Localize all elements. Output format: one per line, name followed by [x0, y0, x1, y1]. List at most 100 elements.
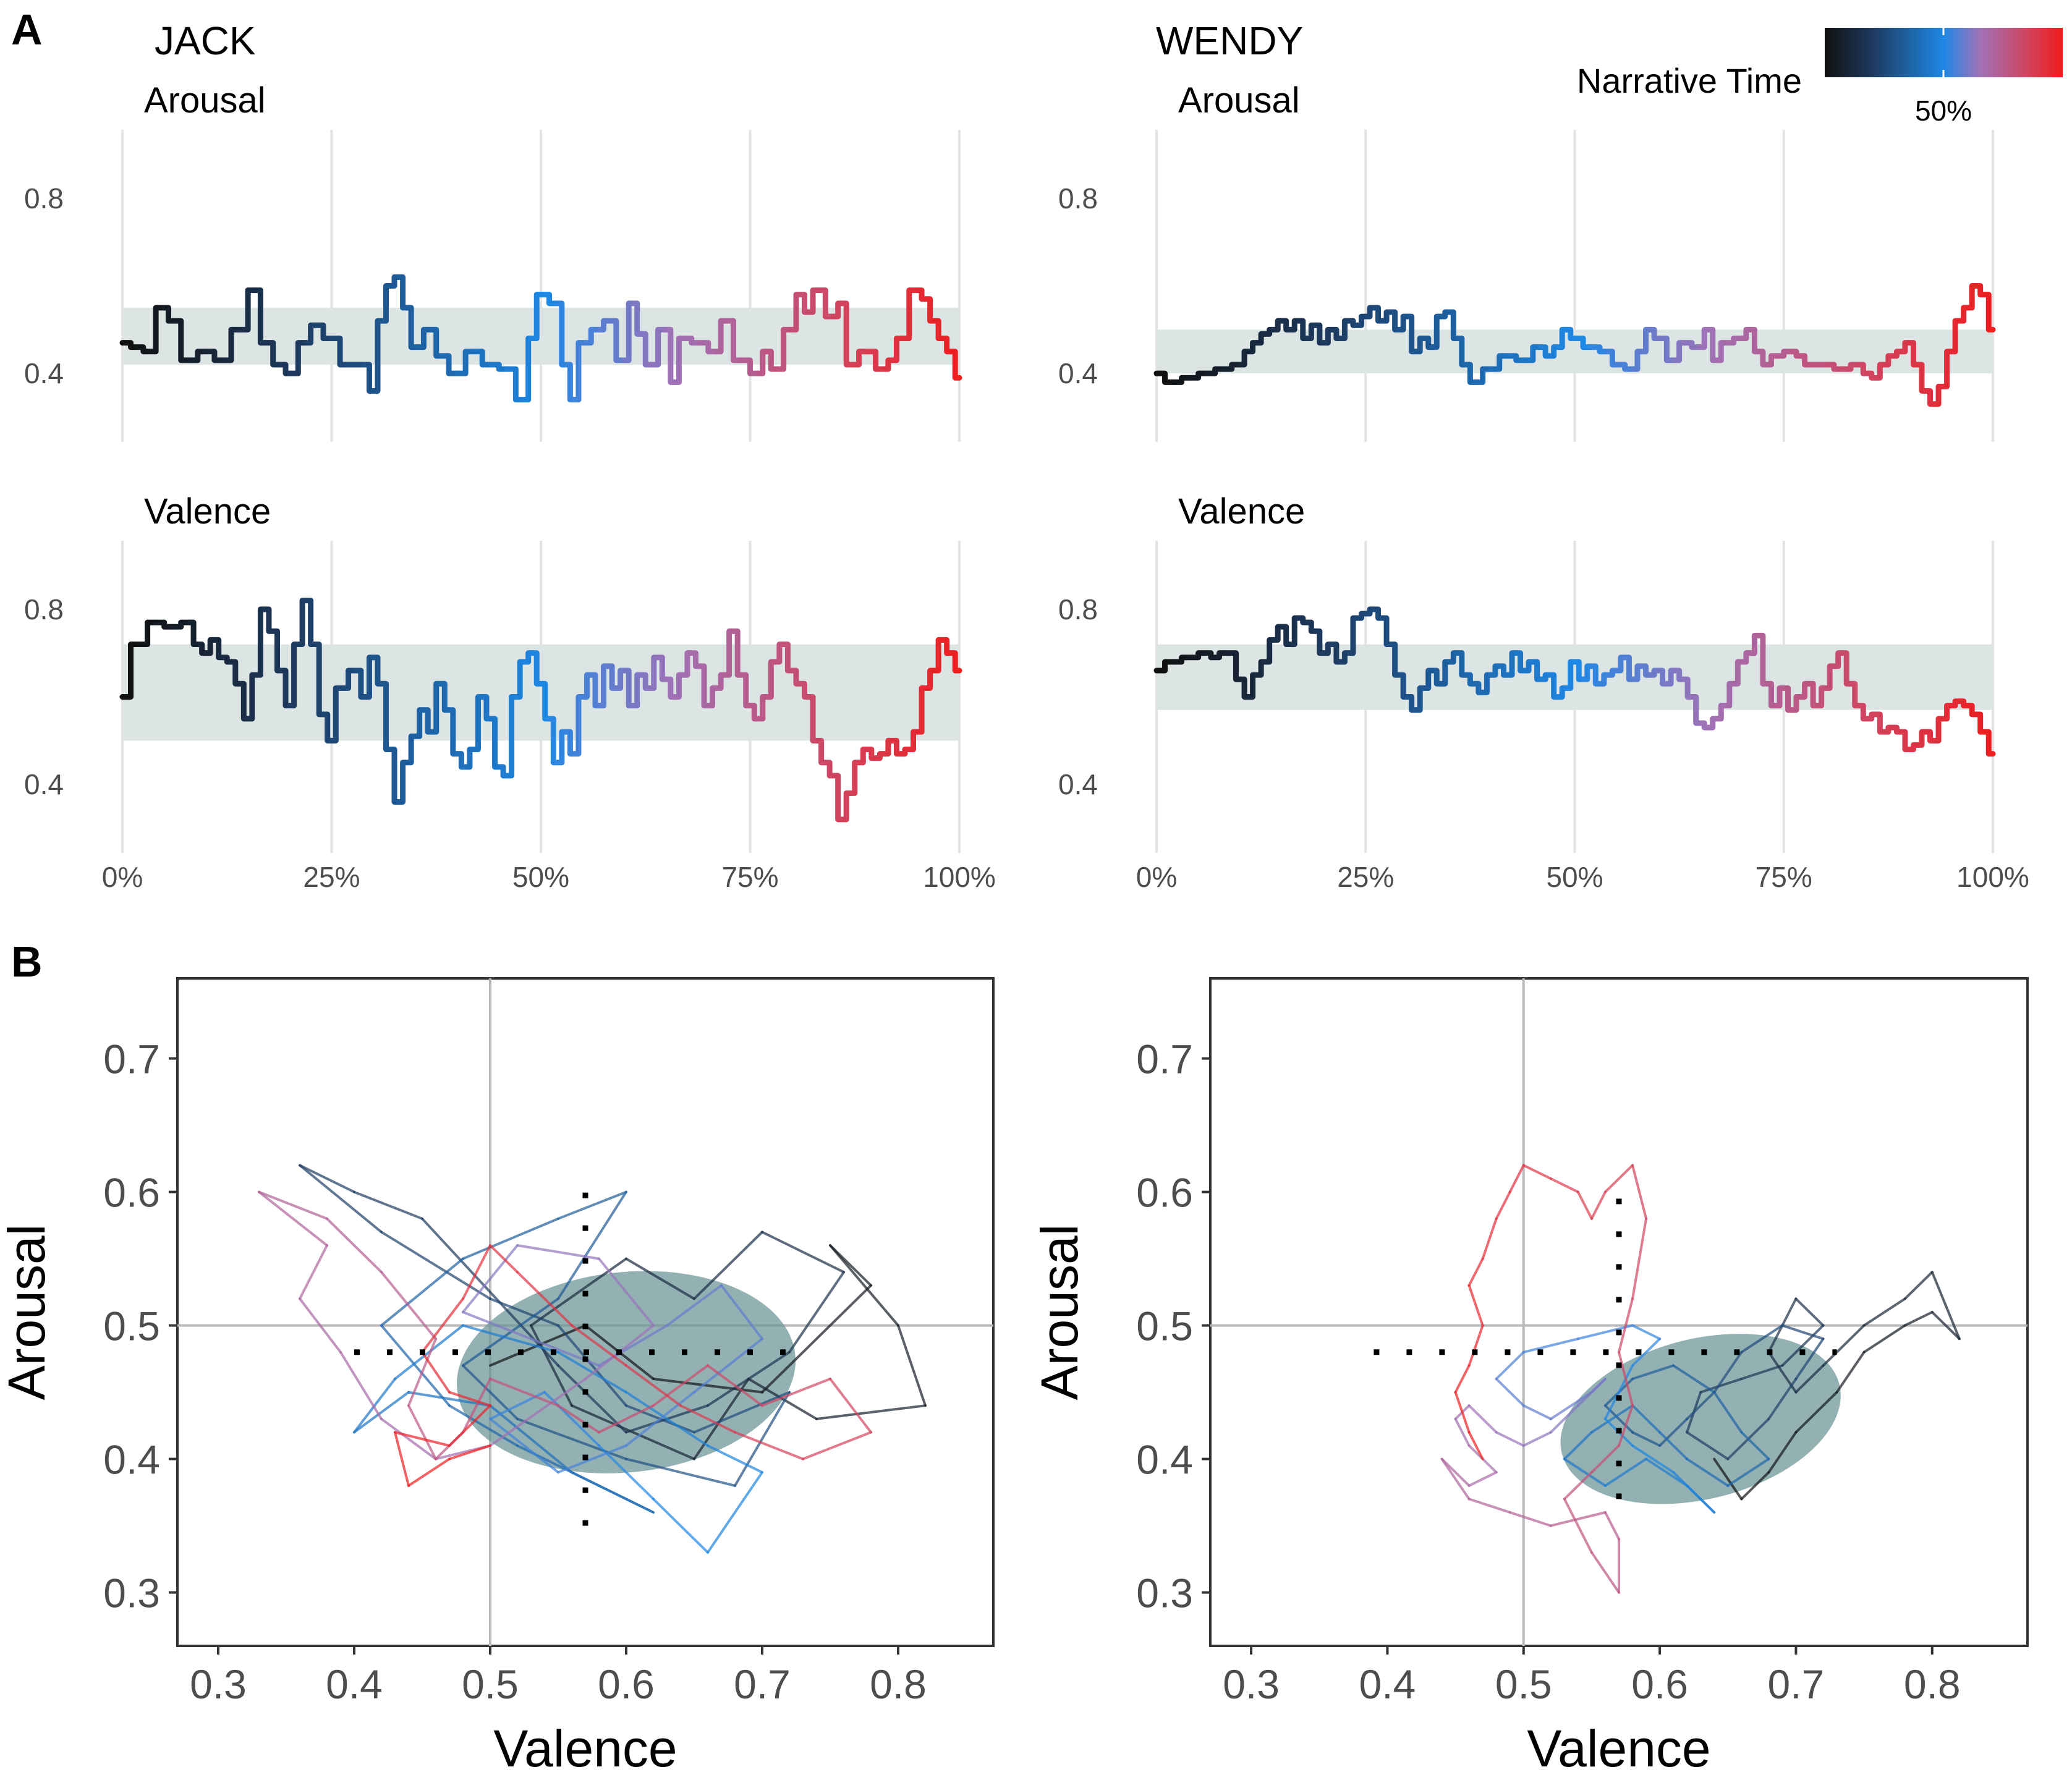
trajectory-segment [571, 1471, 655, 1514]
trajectory-segment [707, 1350, 791, 1407]
series-segment [1898, 729, 1913, 752]
trajectory-segment [462, 1378, 491, 1434]
x-tick-label: 0% [102, 861, 143, 893]
trajectory-segment [299, 1164, 383, 1234]
series-segment [1873, 711, 1887, 735]
trajectory-segment [1454, 1417, 1471, 1447]
y-tick-label: 0.4 [24, 768, 64, 800]
trajectory-segment [1576, 1324, 1634, 1341]
series-segment [219, 326, 243, 363]
trajectory-segment [299, 1164, 355, 1193]
series-segment [287, 340, 310, 376]
facet-label: Arousal [1178, 80, 1300, 121]
trajectory-segment [734, 1391, 791, 1487]
series-segment [772, 326, 795, 372]
trajectory-segment [1903, 1271, 1934, 1300]
trajectory-segment [489, 1244, 519, 1274]
trajectory-segment [1740, 1471, 1770, 1501]
trajectory-segment [815, 1404, 927, 1420]
trajectory-segment [1794, 1364, 1825, 1394]
trajectory-segment [829, 1378, 872, 1434]
legend-tick-label: 50% [1915, 95, 1972, 127]
series-segment [1772, 349, 1795, 359]
trajectory-segment [679, 1404, 736, 1434]
trajectory-segment [1549, 1177, 1579, 1193]
charts-container: Arousal 0.4 0.8 Valence 0.4 0.8 0% 25% 50% 75% 100… [0, 80, 2029, 1778]
trajectory-segment [1495, 1350, 1525, 1380]
trajectory-segment [1672, 1364, 1716, 1394]
trajectory-segment [802, 1431, 872, 1460]
trajectory-segment [625, 1457, 736, 1487]
series-segment [839, 790, 854, 823]
trajectory-segment [761, 1231, 845, 1274]
series-segment [462, 747, 477, 770]
trajectory-segment [1508, 1164, 1525, 1193]
x-tick-label: 100% [1956, 861, 2029, 893]
series-segment [739, 357, 762, 376]
series-segment [153, 619, 176, 630]
y-tick-label: 0.7 [1136, 1036, 1193, 1082]
series-segment [831, 773, 845, 823]
trajectory-segment [407, 1337, 437, 1407]
series-segment [605, 318, 627, 363]
y-tick-label: 0.4 [103, 1437, 160, 1483]
trajectory-segment [625, 1391, 695, 1447]
trajectory-segment [598, 1257, 655, 1327]
trajectory-segment [1576, 1378, 1607, 1407]
x-tick-label: 0.4 [1359, 1661, 1416, 1707]
trajectory-segment [1549, 1404, 1579, 1434]
trajectory-segment [407, 1457, 451, 1487]
line-facet-jack-arousal: Arousal 0.4 0.8 [24, 80, 962, 442]
y-tick-label: 0.4 [1136, 1437, 1193, 1483]
y-tick-label: 0.6 [103, 1170, 160, 1216]
trajectory-segment [1522, 1164, 1552, 1180]
series-segment [722, 318, 745, 363]
facet-label: Valence [144, 491, 271, 532]
facet-label: Valence [1178, 491, 1305, 532]
trajectory-segment [489, 1378, 587, 1447]
trajectory-segment [1603, 1164, 1634, 1193]
trajectory-segment [1699, 1378, 1743, 1394]
title-jack: JACK [155, 19, 256, 63]
trajectory-segment [1726, 1457, 1770, 1487]
trajectory-segment [1495, 1378, 1525, 1407]
trajectory-segment [462, 1217, 559, 1260]
trajectory-segment [407, 1404, 437, 1460]
x-tick-label: 0.7 [1768, 1661, 1825, 1707]
trajectory-segment [1618, 1350, 1634, 1407]
series-segment [1505, 353, 1527, 363]
trajectory-segment [353, 1190, 423, 1220]
series-segment [304, 598, 318, 647]
series-segment [169, 619, 192, 630]
trajectory-segment [571, 1324, 627, 1367]
line-facet-wendy-valence: Valence 0.4 0.8 0% 25% 50% 75% 100% [1058, 491, 2029, 893]
y-tick-label: 0.6 [1136, 1170, 1193, 1216]
trajectory-segment [1631, 1364, 1675, 1380]
trajectory-segment [489, 1297, 559, 1327]
trajectory-segment [761, 1284, 872, 1394]
trajectory-segment [652, 1498, 709, 1554]
x-tick-label: 0.3 [190, 1661, 247, 1707]
trajectory-segment [1467, 1471, 1498, 1487]
series-segment [1655, 336, 1678, 363]
series-segment [1153, 370, 1176, 385]
trajectory-segment [747, 1378, 818, 1420]
trajectory-segment [1467, 1324, 1484, 1367]
y-tick-label: 0.8 [1058, 182, 1098, 214]
trajectory-segment [462, 1297, 559, 1367]
series-segment [362, 362, 376, 394]
trajectory-segment [1903, 1311, 1934, 1327]
y-tick-label: 0.8 [24, 182, 64, 214]
series-segment [1613, 362, 1636, 372]
trajectory-segment [1522, 1337, 1579, 1354]
series-segment [1981, 729, 1996, 757]
series-segment [438, 353, 461, 376]
trajectory-segment [380, 1271, 437, 1341]
trajectory-segment [1658, 1417, 1689, 1447]
trajectory-segment [666, 1284, 723, 1327]
trajectory-segment [448, 1404, 491, 1447]
trajectory-segment [1740, 1324, 1784, 1354]
x-tick-label: 0.3 [1223, 1661, 1280, 1707]
series-segment [1187, 650, 1210, 661]
x-tick-label: 0.8 [1904, 1661, 1961, 1707]
